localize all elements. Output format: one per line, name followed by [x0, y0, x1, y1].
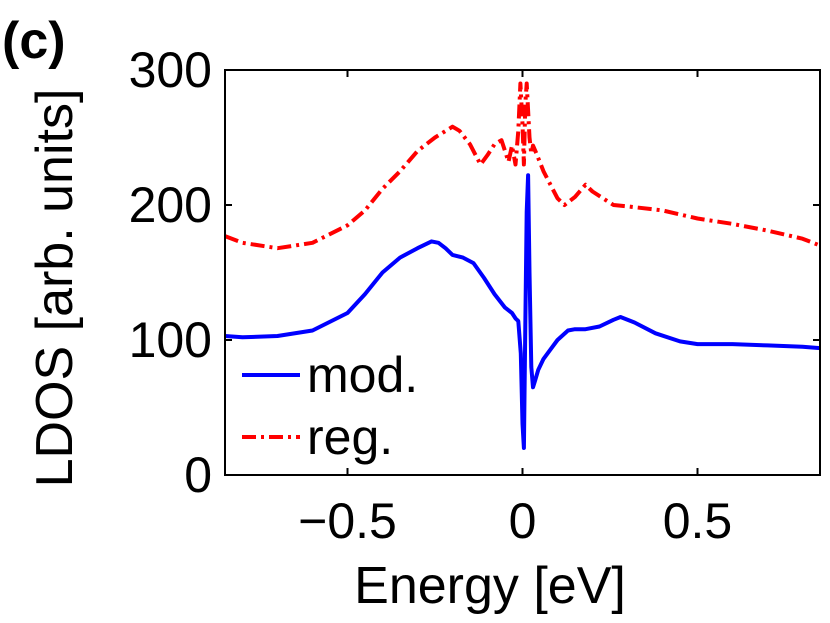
legend-label-mod: mod. [307, 347, 418, 403]
x-axis-title: Energy [eV] [354, 557, 626, 615]
x-tick-label: 0 [509, 493, 537, 549]
panel-label: (c) [2, 12, 66, 70]
series-line-mod [225, 173, 820, 450]
y-tick-label: 0 [184, 447, 212, 503]
y-tick-label: 300 [129, 42, 212, 98]
legend: mod. reg. [242, 347, 418, 465]
series-layer [225, 81, 820, 450]
x-tick-label: 0.5 [663, 493, 733, 549]
y-tick-label: 100 [129, 312, 212, 368]
x-tick-label: −0.5 [298, 493, 397, 549]
series-line-reg [225, 81, 820, 251]
y-tick-label: 200 [129, 177, 212, 233]
legend-label-reg: reg. [307, 409, 393, 465]
tick-layer: −0.5 0 0.5 0 100 200 300 [129, 42, 820, 549]
y-axis-title: LDOS [arb. units] [26, 89, 84, 488]
